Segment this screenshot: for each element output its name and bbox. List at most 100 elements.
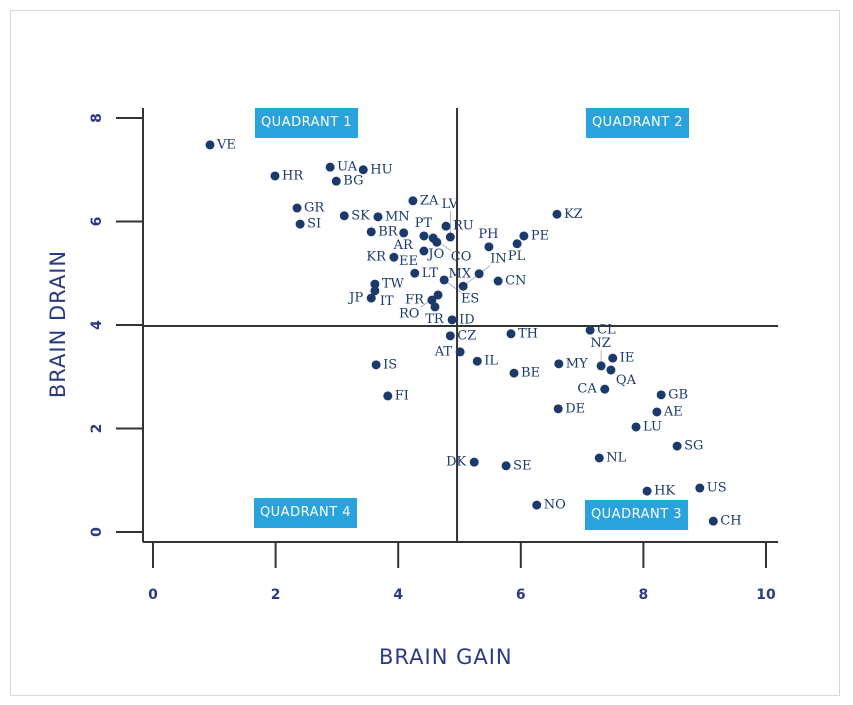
y-tick-label: 0	[89, 527, 105, 537]
point-label-es: ES	[461, 291, 479, 306]
data-point-ph	[484, 242, 494, 252]
point-label-be: BE	[521, 366, 540, 381]
data-point-my	[554, 359, 564, 369]
point-label-no: NO	[544, 498, 566, 513]
point-label-pe: PE	[531, 228, 549, 243]
point-label-ve: VE	[216, 137, 236, 152]
data-point-pe	[519, 231, 529, 241]
point-label-fr: FR	[405, 293, 425, 308]
data-point-fr	[427, 295, 437, 305]
point-label-mx: MX	[449, 266, 472, 281]
point-label-it: IT	[380, 294, 394, 309]
y-tick-label: 2	[89, 424, 105, 434]
point-label-ua: UA	[337, 160, 358, 175]
data-point-cz	[445, 331, 455, 341]
point-label-jo: JO	[426, 247, 444, 262]
point-label-ar: AR	[393, 238, 414, 253]
data-point-pl	[512, 239, 522, 249]
point-label-cn: CN	[505, 274, 526, 289]
data-point-cl	[585, 325, 595, 335]
data-point-ch	[708, 516, 718, 526]
data-point-lt	[410, 268, 420, 278]
data-point-bg	[331, 176, 341, 186]
y-tick-label: 6	[89, 217, 105, 227]
data-point-us	[695, 483, 705, 493]
data-point-fi	[383, 391, 393, 401]
data-point-mx	[474, 269, 484, 279]
data-point-si	[295, 219, 305, 229]
point-label-qa: QA	[616, 373, 637, 388]
point-label-kr: KR	[366, 250, 387, 265]
point-label-sk: SK	[351, 208, 370, 223]
point-label-pl: PL	[508, 249, 526, 264]
quadrant-3-label: QUADRANT 3	[585, 500, 688, 530]
point-label-is: IS	[383, 357, 397, 372]
point-label-ch: CH	[720, 514, 741, 529]
data-point-lu	[631, 422, 641, 432]
point-label-sg: SG	[684, 439, 703, 454]
point-label-ru: RU	[453, 219, 474, 234]
x-axis-title: BRAIN GAIN	[379, 645, 513, 669]
point-label-br: BR	[378, 224, 399, 239]
point-label-lv: LV	[442, 197, 459, 212]
chart-frame	[10, 10, 840, 696]
data-point-tr	[430, 302, 440, 312]
data-point-es	[439, 275, 449, 285]
point-label-ro: RO	[399, 306, 419, 321]
point-label-fi: FI	[395, 388, 409, 403]
data-point-cn	[493, 276, 503, 286]
point-label-dk: DK	[446, 455, 466, 470]
point-label-ee: EE	[399, 254, 418, 269]
y-tick-label: 4	[89, 320, 105, 330]
point-label-mn: MN	[385, 209, 410, 224]
y-axis-title: BRAIN DRAIN	[46, 249, 70, 399]
quadrant-4-label: QUADRANT 4	[254, 498, 357, 528]
data-point-de	[553, 404, 563, 414]
data-point-kr	[389, 252, 399, 262]
data-point-it	[370, 286, 380, 296]
data-point-il	[472, 356, 482, 366]
data-point-no	[532, 500, 542, 510]
data-point-at	[455, 347, 465, 357]
data-point-jp	[366, 293, 376, 303]
point-label-tw: TW	[382, 277, 405, 292]
point-label-pt: PT	[415, 216, 433, 231]
point-label-lu: LU	[643, 419, 662, 434]
point-label-il: IL	[484, 354, 498, 369]
x-tick-label: 0	[148, 587, 158, 603]
data-point-hr	[270, 171, 280, 181]
x-tick-label: 8	[639, 587, 649, 603]
data-point-se	[501, 461, 511, 471]
data-point-ie	[608, 353, 618, 363]
data-point-id	[447, 315, 457, 325]
data-point-sg	[672, 441, 682, 451]
data-point-jo	[432, 237, 442, 247]
point-label-gb: GB	[668, 387, 688, 402]
point-label-lt: LT	[422, 266, 439, 281]
data-point-ro	[433, 290, 443, 300]
point-label-cl: CL	[597, 323, 616, 338]
data-point-in	[458, 281, 468, 291]
point-label-nz: NZ	[590, 336, 610, 351]
data-point-pt	[419, 231, 429, 241]
data-point-gr	[292, 203, 302, 213]
point-label-at: AT	[434, 344, 453, 359]
point-label-hr: HR	[282, 168, 304, 183]
data-point-ae	[652, 407, 662, 417]
data-point-ru	[441, 221, 451, 231]
quadrant-2-label: QUADRANT 2	[586, 108, 689, 138]
data-point-ca	[600, 384, 610, 394]
point-label-my: MY	[566, 356, 588, 371]
point-label-za: ZA	[420, 193, 439, 208]
point-label-de: DE	[565, 401, 585, 416]
data-point-ua	[325, 162, 335, 172]
data-point-za	[408, 196, 418, 206]
data-point-gb	[656, 390, 666, 400]
data-point-be	[509, 368, 519, 378]
data-point-is	[371, 360, 381, 370]
point-label-jp: JP	[347, 291, 363, 306]
data-point-nz	[596, 361, 606, 371]
data-point-hu	[358, 165, 368, 175]
x-tick-label: 10	[756, 587, 776, 603]
point-label-hk: HK	[654, 484, 675, 499]
